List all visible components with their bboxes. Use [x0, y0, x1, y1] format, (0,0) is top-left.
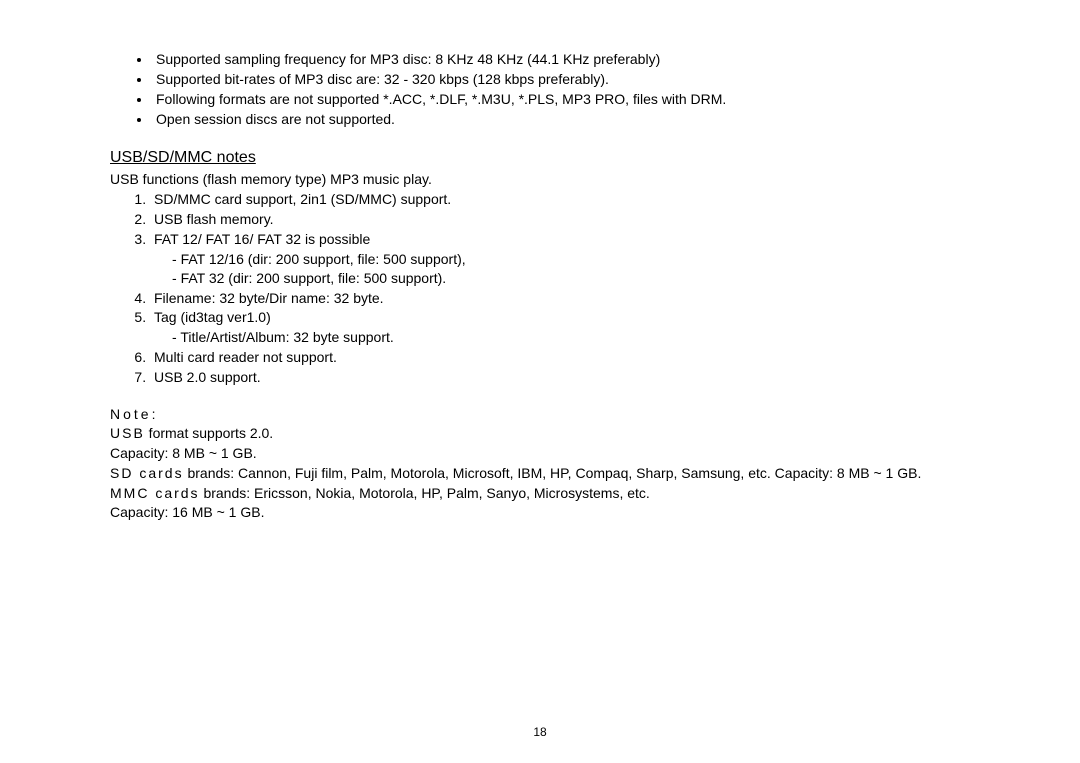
- list-item: Tag (id3tag ver1.0) Title/Artist/Album: …: [150, 308, 1020, 347]
- page-number: 18: [0, 725, 1080, 739]
- item-text: Tag (id3tag ver1.0): [154, 309, 271, 325]
- mmc-capacity: Capacity: 16 MB ~ 1 GB.: [110, 503, 1020, 522]
- sub-list: Title/Artist/Album: 32 byte support.: [154, 328, 1020, 347]
- list-item: Supported sampling frequency for MP3 dis…: [152, 50, 1020, 69]
- item-text: Multi card reader not support.: [154, 349, 337, 365]
- brand-watermark: SOUNDMAX: [0, 119, 18, 723]
- sd-line: brands: Cannon, Fuji film, Palm, Motorol…: [184, 465, 922, 481]
- item-text: SD/MMC card support, 2in1 (SD/MMC) suppo…: [154, 191, 451, 207]
- usb-line: format supports 2.0.: [145, 425, 273, 441]
- list-item: FAT 12/ FAT 16/ FAT 32 is possible FAT 1…: [150, 230, 1020, 288]
- sub-item: Title/Artist/Album: 32 byte support.: [172, 328, 1020, 347]
- list-item: Open session discs are not supported.: [152, 110, 1020, 129]
- usb-label: USB: [110, 425, 145, 441]
- list-item: Filename: 32 byte/Dir name: 32 byte.: [150, 289, 1020, 308]
- sub-item: FAT 12/16 (dir: 200 support, file: 500 s…: [172, 250, 1020, 269]
- usb-capacity: Capacity: 8 MB ~ 1 GB.: [110, 444, 1020, 463]
- mmc-line: brands: Ericsson, Nokia, Motorola, HP, P…: [200, 485, 650, 501]
- mp3-notes-list: Supported sampling frequency for MP3 dis…: [110, 50, 1020, 129]
- item-text: USB flash memory.: [154, 211, 274, 227]
- item-text: FAT 12/ FAT 16/ FAT 32 is possible: [154, 231, 370, 247]
- mmc-label: MMC cards: [110, 485, 200, 501]
- usb-section-title: USB/SD/MMC notes: [110, 147, 1020, 169]
- item-text: Filename: 32 byte/Dir name: 32 byte.: [154, 290, 384, 306]
- list-item: USB flash memory.: [150, 210, 1020, 229]
- list-item: Following formats are not supported *.AC…: [152, 90, 1020, 109]
- note-body: USB format supports 2.0. Capacity: 8 MB …: [110, 424, 1020, 522]
- sd-label: SD cards: [110, 465, 184, 481]
- usb-list: SD/MMC card support, 2in1 (SD/MMC) suppo…: [110, 190, 1020, 387]
- list-item: Supported bit-rates of MP3 disc are: 32 …: [152, 70, 1020, 89]
- note-heading: Note:: [110, 405, 1020, 424]
- list-item: Multi card reader not support.: [150, 348, 1020, 367]
- sub-list: FAT 12/16 (dir: 200 support, file: 500 s…: [154, 250, 1020, 288]
- item-text: USB 2.0 support.: [154, 369, 261, 385]
- sub-item: FAT 32 (dir: 200 support, file: 500 supp…: [172, 269, 1020, 288]
- list-item: SD/MMC card support, 2in1 (SD/MMC) suppo…: [150, 190, 1020, 209]
- list-item: USB 2.0 support.: [150, 368, 1020, 387]
- page-content: Supported sampling frequency for MP3 dis…: [110, 50, 1020, 523]
- usb-intro: USB functions (flash memory type) MP3 mu…: [110, 170, 1020, 189]
